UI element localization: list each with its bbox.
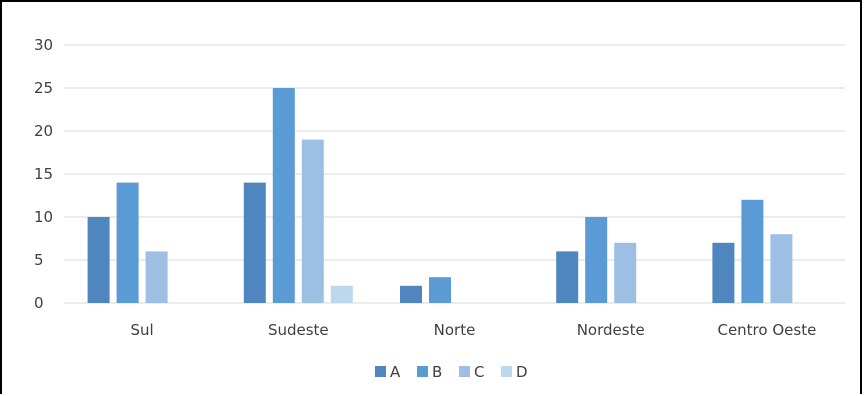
y-axis-ticks: 0 5 10 15 20 25 30	[34, 36, 53, 312]
gridlines	[64, 44, 845, 304]
bar-b-nordeste	[585, 217, 608, 303]
bar-b-sul	[116, 182, 139, 303]
legend-swatch-d	[501, 366, 512, 377]
y-tick-label: 10	[34, 208, 53, 226]
x-category-label: Centro Oeste	[717, 321, 816, 339]
legend-label-c: C	[474, 363, 484, 381]
y-tick-label: 30	[34, 36, 53, 54]
x-category-label: Norte	[434, 321, 476, 339]
bar-a-sul	[87, 217, 110, 303]
y-tick-label: 0	[34, 294, 44, 312]
y-tick-label: 5	[34, 251, 44, 269]
bars	[87, 88, 793, 303]
bar-a-centro-oeste	[712, 242, 735, 303]
x-category-label: Nordeste	[577, 321, 645, 339]
legend-swatch-c	[459, 366, 470, 377]
legend-label-a: A	[390, 363, 401, 381]
bar-b-norte	[429, 277, 451, 303]
y-tick-label: 25	[34, 79, 53, 97]
y-tick-label: 20	[34, 122, 53, 140]
bar-b-sudeste	[272, 88, 295, 303]
bar-b-centro-oeste	[741, 199, 764, 303]
legend-label-b: B	[432, 363, 442, 381]
bar-c-sul	[145, 251, 168, 303]
x-category-label: Sul	[130, 321, 153, 339]
bar-a-sudeste	[243, 182, 266, 303]
legend-swatch-a	[375, 366, 386, 377]
x-category-label: Sudeste	[268, 321, 329, 339]
bar-d-sudeste	[330, 285, 353, 303]
bar-c-sudeste	[301, 139, 324, 303]
x-axis-categories: Sul Sudeste Norte Nordeste Centro Oeste	[130, 321, 816, 339]
bar-a-norte	[400, 285, 422, 303]
bar-a-nordeste	[556, 251, 579, 303]
bar-c-centro-oeste	[770, 234, 793, 303]
bar-c-nordeste	[614, 242, 637, 303]
y-tick-label: 15	[34, 165, 53, 183]
legend-swatch-b	[417, 366, 428, 377]
legend-label-d: D	[516, 363, 528, 381]
legend: A B C D	[375, 363, 528, 381]
